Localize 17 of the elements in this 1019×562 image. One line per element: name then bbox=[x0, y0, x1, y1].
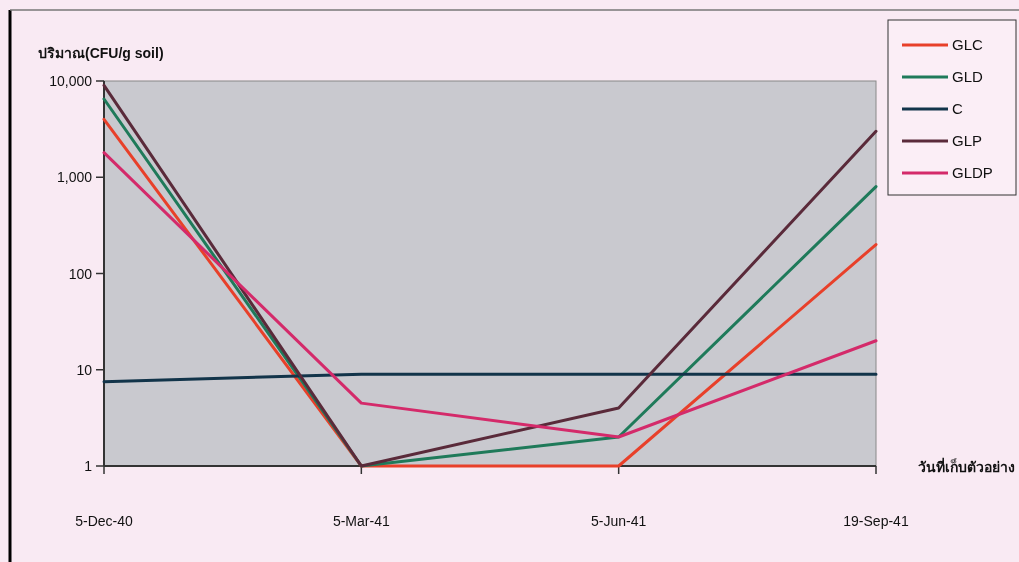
line-series bbox=[102, 151, 878, 439]
x-tick-label: 5-Dec-40 bbox=[75, 513, 133, 529]
legend-label: GLD bbox=[952, 68, 984, 85]
y-tick-label: 1 bbox=[84, 458, 93, 474]
legend-label: GLC bbox=[952, 36, 984, 53]
legend-label: GLP bbox=[952, 132, 983, 149]
x-tick-label: 5-Jun-41 bbox=[591, 513, 647, 529]
x-tick-label: 5-Mar-41 bbox=[332, 513, 390, 529]
y-tick-label: 10,000 bbox=[49, 73, 93, 89]
x-axis-title: วันที่เก็บตัวอย่าง bbox=[918, 457, 1015, 475]
y-tick-label: 10 bbox=[76, 361, 93, 378]
y-tick-label: 1,000 bbox=[56, 169, 93, 186]
y-axis-title: ปริมาณ(CFU/g soil) bbox=[38, 45, 164, 61]
y-tick-label: 100 bbox=[68, 265, 93, 282]
legend-label: GLDP bbox=[952, 164, 993, 181]
legend-label: C bbox=[952, 100, 963, 117]
x-tick-label: 19-Sep-41 bbox=[843, 513, 909, 529]
